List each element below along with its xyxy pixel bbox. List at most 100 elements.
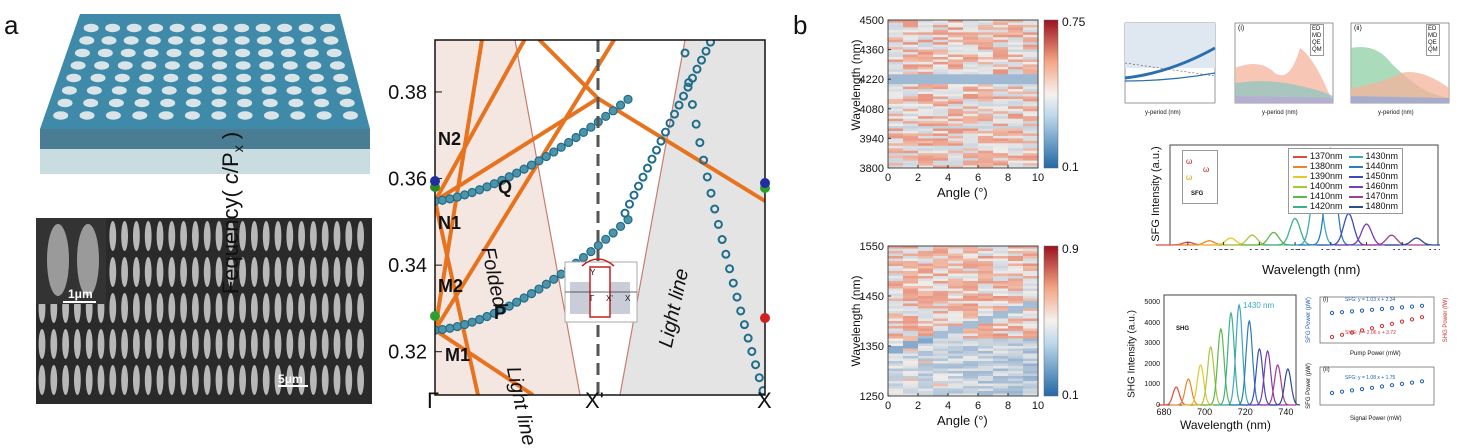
heat-cell [1008, 153, 1024, 157]
heat-cell [1008, 271, 1024, 274]
heat-cell [903, 291, 919, 294]
heat-cell [963, 278, 979, 282]
heat-cell [948, 381, 964, 384]
heat-cell [918, 378, 934, 382]
pw1-shg-point [1329, 334, 1335, 340]
heat-cell [918, 296, 934, 299]
sem-rod [286, 365, 294, 395]
heat-cell [963, 42, 979, 46]
heat-cell [888, 34, 904, 38]
heat-cell [1023, 148, 1039, 152]
heat-cell [1008, 71, 1024, 75]
heat-cell [993, 57, 1009, 60]
heat-cell [993, 378, 1009, 382]
sfg-xtick-label: 1080 [1320, 248, 1343, 250]
sfg-peak [1220, 234, 1285, 246]
heat-cell [978, 108, 994, 112]
pw1-shg-point [1399, 319, 1405, 324]
sfg-legend-item: 1440nm [1348, 161, 1398, 171]
heat-cell [993, 148, 1009, 152]
heat-cell [1023, 96, 1039, 100]
heat-cell [918, 363, 934, 367]
sem-rod [192, 293, 199, 323]
band-dot-q [615, 100, 626, 110]
heat-cell [993, 20, 1009, 23]
sem-rod [321, 293, 329, 323]
heat-cell [918, 371, 934, 374]
heat-cell [918, 313, 934, 317]
sfg-legend: 1370nm 1380nm 1390nm 1400nm 1410nm 1420nm 1430… [1288, 148, 1404, 214]
heat-cell [903, 160, 919, 164]
heat-cell [978, 128, 994, 132]
heat-ytick-label: 1550 [860, 241, 884, 253]
heat-cell [948, 131, 964, 134]
heat-cell [948, 348, 964, 352]
sem-rod [203, 221, 211, 251]
heat-cell [888, 79, 904, 83]
heat-cell [993, 343, 1009, 347]
heat-cell [948, 326, 964, 329]
heat-cell [1008, 20, 1024, 23]
heat-cell [948, 66, 964, 70]
pw1-sfg-point [1349, 309, 1355, 314]
sem-rod [298, 293, 305, 323]
heat-cell [978, 356, 994, 359]
heat-cell [903, 150, 919, 154]
heat-ytick-label: 1350 [860, 341, 884, 353]
mini3-tag: (ii) [1354, 25, 1362, 32]
heat-cell [1008, 39, 1024, 43]
heat-cell [948, 79, 964, 83]
heat-cell [948, 34, 964, 38]
heat-cell [978, 388, 994, 392]
heat-cell [963, 94, 979, 97]
heat-cell [978, 158, 994, 162]
band-dot-hollow [732, 292, 742, 302]
heat-cell [888, 22, 904, 26]
heat-cell [888, 121, 904, 125]
heat-cell [933, 153, 949, 157]
sem-rod [192, 365, 199, 395]
heat-cell [963, 135, 979, 139]
heat-cell [978, 39, 994, 43]
heat-cell [993, 286, 1009, 289]
heat-cell [888, 303, 904, 307]
heat-cell [903, 358, 919, 362]
heat-cell [963, 363, 979, 367]
band-dot-q [489, 179, 499, 189]
pw2-sfg-point [1379, 384, 1385, 389]
heat-cell [918, 271, 934, 274]
heat-cell [903, 321, 919, 324]
sem-rod [298, 329, 305, 359]
heat-cell [993, 71, 1009, 75]
band-dot-hollow [665, 118, 675, 128]
band-dot-p [437, 324, 448, 335]
heat-cell [993, 341, 1009, 344]
sem-rod [345, 257, 353, 287]
heat-cell [993, 153, 1009, 157]
sem-rod [274, 293, 282, 323]
heat-cell [963, 131, 979, 134]
heat-cell [1008, 150, 1024, 154]
heat-cell [978, 296, 994, 299]
heat-cell [948, 140, 964, 144]
heat-cell [933, 388, 949, 392]
heat-cell [963, 323, 979, 327]
heat-cell [918, 316, 934, 319]
heat-cell [1008, 96, 1024, 100]
heat-cell [1023, 89, 1039, 93]
heat-cell [1008, 98, 1024, 102]
heat-cell [1023, 303, 1039, 307]
heat-cell [903, 131, 919, 134]
band-dot-p [497, 305, 507, 315]
heat-cell [918, 111, 934, 115]
heat-cell [903, 276, 919, 279]
heat-cell [933, 163, 949, 167]
heat-cell [903, 333, 919, 337]
sem-rod [239, 365, 247, 395]
heat-cell [978, 98, 994, 102]
heat-cell [948, 263, 964, 267]
sem-rod [144, 221, 152, 251]
heat-cell [978, 283, 994, 287]
heat-cell [963, 301, 979, 304]
heat-cell [963, 49, 979, 53]
